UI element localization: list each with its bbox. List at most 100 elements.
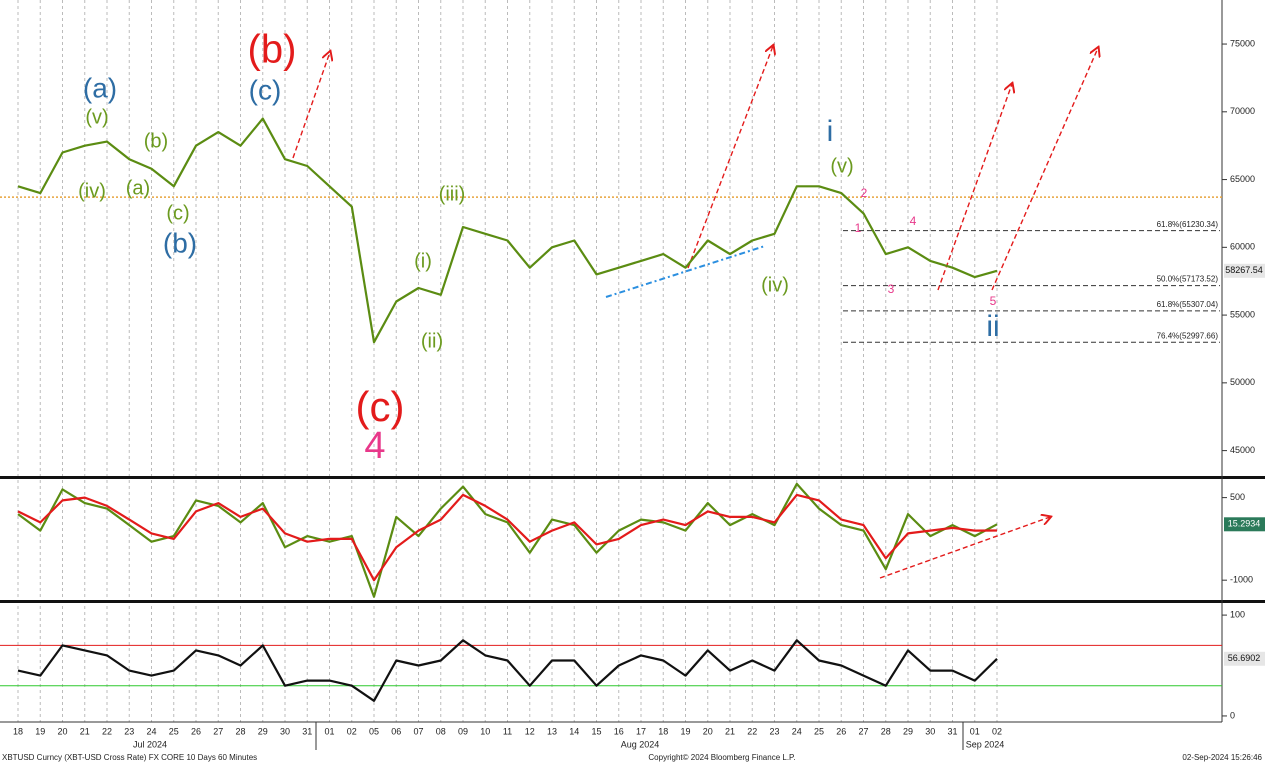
x-tick-label: 18: [658, 726, 668, 736]
wave-label: (c): [249, 74, 282, 105]
x-tick-label: 05: [369, 726, 379, 736]
fib-label: 76.4%(52997.66): [1157, 331, 1219, 340]
wave-label: (v): [830, 155, 853, 177]
y-tick-label: 55000: [1230, 309, 1255, 319]
wave-label: 4: [364, 425, 385, 467]
y-tick-label: 75000: [1230, 38, 1255, 48]
fib-label: 50.0%(57173.52): [1157, 275, 1219, 284]
arrow: [879, 517, 1050, 579]
x-tick-label: 10: [480, 726, 490, 736]
x-tick-label: 17: [636, 726, 646, 736]
wave-label: 4: [910, 214, 917, 228]
x-tick-label: 21: [725, 726, 735, 736]
series-line: [17, 639, 998, 702]
x-tick-label: 29: [258, 726, 268, 736]
wave-label: 5: [990, 294, 997, 308]
panel-divider: [0, 600, 1265, 603]
x-tick-label: 08: [436, 726, 446, 736]
plot-area: [0, 639, 1222, 702]
plot-area: [17, 482, 998, 598]
y-tick-label: 65000: [1230, 174, 1255, 184]
x-tick-label: 11: [503, 726, 512, 736]
x-tick-label: 16: [614, 726, 624, 736]
x-tick-label: 19: [680, 726, 690, 736]
y-tick-label: 60000: [1230, 242, 1255, 252]
projection-arrows: [292, 46, 1098, 579]
wave-label: (a): [83, 72, 117, 103]
x-tick-label: 21: [80, 726, 90, 736]
wave-label: (b): [248, 28, 297, 72]
wave-label: (a): [126, 177, 150, 199]
wave-label: ii: [986, 310, 999, 343]
y-tick-label: 100: [1230, 609, 1245, 619]
wave-label: i: [827, 115, 834, 148]
x-tick-label: 28: [235, 726, 245, 736]
wave-label: (i): [414, 250, 432, 272]
x-tick-label: 23: [769, 726, 779, 736]
footer-right: 02-Sep-2024 15:26:46: [1182, 753, 1262, 762]
last-value-label: 15.2934: [1228, 519, 1261, 529]
x-tick-label: 20: [57, 726, 67, 736]
x-tick-label: 25: [169, 726, 179, 736]
series-line: [17, 493, 998, 582]
arrow: [937, 84, 1012, 291]
x-tick-label: 23: [124, 726, 134, 736]
x-tick-label: 02: [347, 726, 357, 736]
x-tick-label: 30: [925, 726, 935, 736]
x-tick-label: 30: [280, 726, 290, 736]
x-tick-label: 07: [413, 726, 423, 736]
x-tick-label: 14: [569, 726, 579, 736]
x-tick-label: 27: [213, 726, 223, 736]
x-tick-label: 19: [35, 726, 45, 736]
x-tick-label: 02: [992, 726, 1002, 736]
footer-center: Copyright© 2024 Bloomberg Finance L.P.: [648, 753, 795, 762]
panel-divider: [0, 476, 1265, 479]
x-tick-label: 26: [836, 726, 846, 736]
wave-label: (ii): [421, 330, 443, 352]
y-tick-label: 45000: [1230, 445, 1255, 455]
period-label: Sep 2024: [966, 739, 1005, 749]
wave-label: (iv): [78, 180, 106, 202]
x-tick-label: 28: [881, 726, 891, 736]
wave-label: (v): [85, 106, 108, 128]
wave-label: 3: [888, 282, 895, 296]
fib-label: 61.8%(61230.34): [1157, 220, 1219, 229]
series-line: [17, 117, 998, 344]
y-tick-label: 0: [1230, 710, 1235, 720]
wave-label: (c): [166, 202, 189, 224]
y-tick-label: -1000: [1230, 575, 1253, 585]
x-tick-label: 01: [970, 726, 980, 736]
arrow: [292, 52, 330, 159]
y-tick-label: 50000: [1230, 377, 1255, 387]
x-tick-label: 12: [525, 726, 535, 736]
x-tick-label: 09: [458, 726, 468, 736]
x-tick-label: 06: [391, 726, 401, 736]
wave-label: (iii): [439, 183, 466, 205]
last-value-label: 56.6902: [1228, 653, 1261, 663]
wave-label: 1: [855, 221, 862, 235]
arrow: [991, 48, 1098, 291]
footer-left: XBTUSD Curncy (XBT-USD Cross Rate) FX CO…: [2, 753, 257, 762]
x-tick-label: 18: [13, 726, 23, 736]
wave-label: (c): [356, 383, 405, 430]
wave-label: 2: [861, 186, 868, 200]
period-label: Jul 2024: [133, 739, 167, 749]
x-tick-label: 20: [703, 726, 713, 736]
period-label: Aug 2024: [621, 739, 660, 749]
x-tick-label: 29: [903, 726, 913, 736]
x-tick-label: 26: [191, 726, 201, 736]
x-tick-label: 22: [747, 726, 757, 736]
last-value-box: [1224, 651, 1265, 666]
y-tick-label: 70000: [1230, 106, 1255, 116]
x-tick-label: 27: [858, 726, 868, 736]
last-value-box: [1224, 517, 1265, 532]
x-tick-label: 15: [591, 726, 601, 736]
x-tick-label: 31: [947, 726, 957, 736]
y-tick-label: 500: [1230, 492, 1245, 502]
wave-label: (iv): [761, 274, 789, 296]
x-tick-label: 24: [146, 726, 156, 736]
x-tick-label: 24: [792, 726, 802, 736]
plot-area: [0, 117, 1222, 344]
